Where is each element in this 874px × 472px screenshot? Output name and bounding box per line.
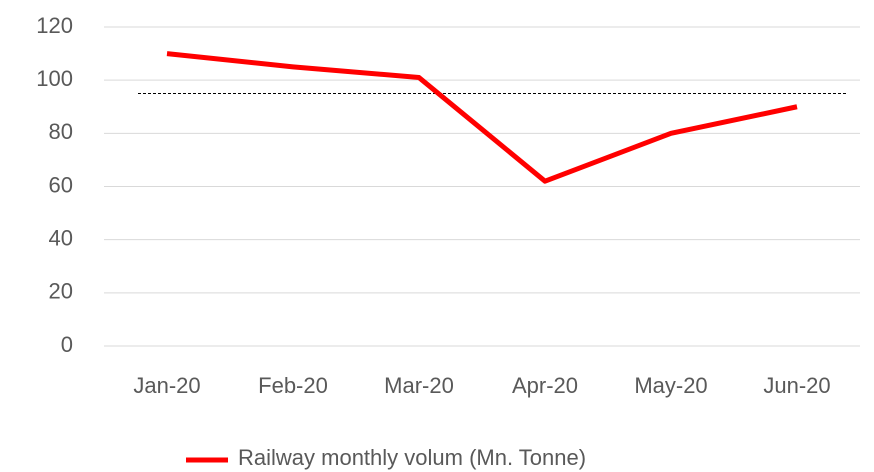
y-tick-label: 20: [49, 279, 73, 304]
x-tick-label: May-20: [634, 373, 707, 398]
data-line: [166, 51, 798, 184]
y-tick-label: 100: [36, 66, 73, 91]
x-tick-label: Mar-20: [384, 373, 454, 398]
y-tick-label: 60: [49, 172, 73, 197]
legend-label: Railway monthly volum (Mn. Tonne): [238, 445, 586, 470]
y-tick-label: 120: [36, 13, 73, 38]
x-tick-label: Jan-20: [133, 373, 200, 398]
y-tick-label: 40: [49, 225, 73, 250]
x-tick-label: Apr-20: [512, 373, 578, 398]
y-tick-label: 0: [61, 332, 73, 357]
x-tick-label: Feb-20: [258, 373, 328, 398]
y-tick-label: 80: [49, 119, 73, 144]
x-tick-label: Jun-20: [763, 373, 830, 398]
